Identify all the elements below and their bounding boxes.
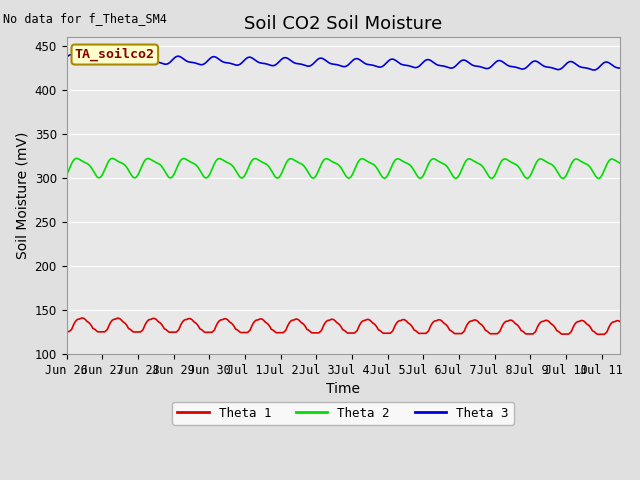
Legend: Theta 1, Theta 2, Theta 3: Theta 1, Theta 2, Theta 3: [172, 402, 514, 424]
Text: TA_soilco2: TA_soilco2: [75, 48, 155, 61]
Y-axis label: Soil Moisture (mV): Soil Moisture (mV): [15, 132, 29, 259]
Title: Soil CO2 Soil Moisture: Soil CO2 Soil Moisture: [244, 15, 442, 33]
X-axis label: Time: Time: [326, 383, 360, 396]
Text: No data for f_Theta_SM4: No data for f_Theta_SM4: [3, 12, 167, 25]
